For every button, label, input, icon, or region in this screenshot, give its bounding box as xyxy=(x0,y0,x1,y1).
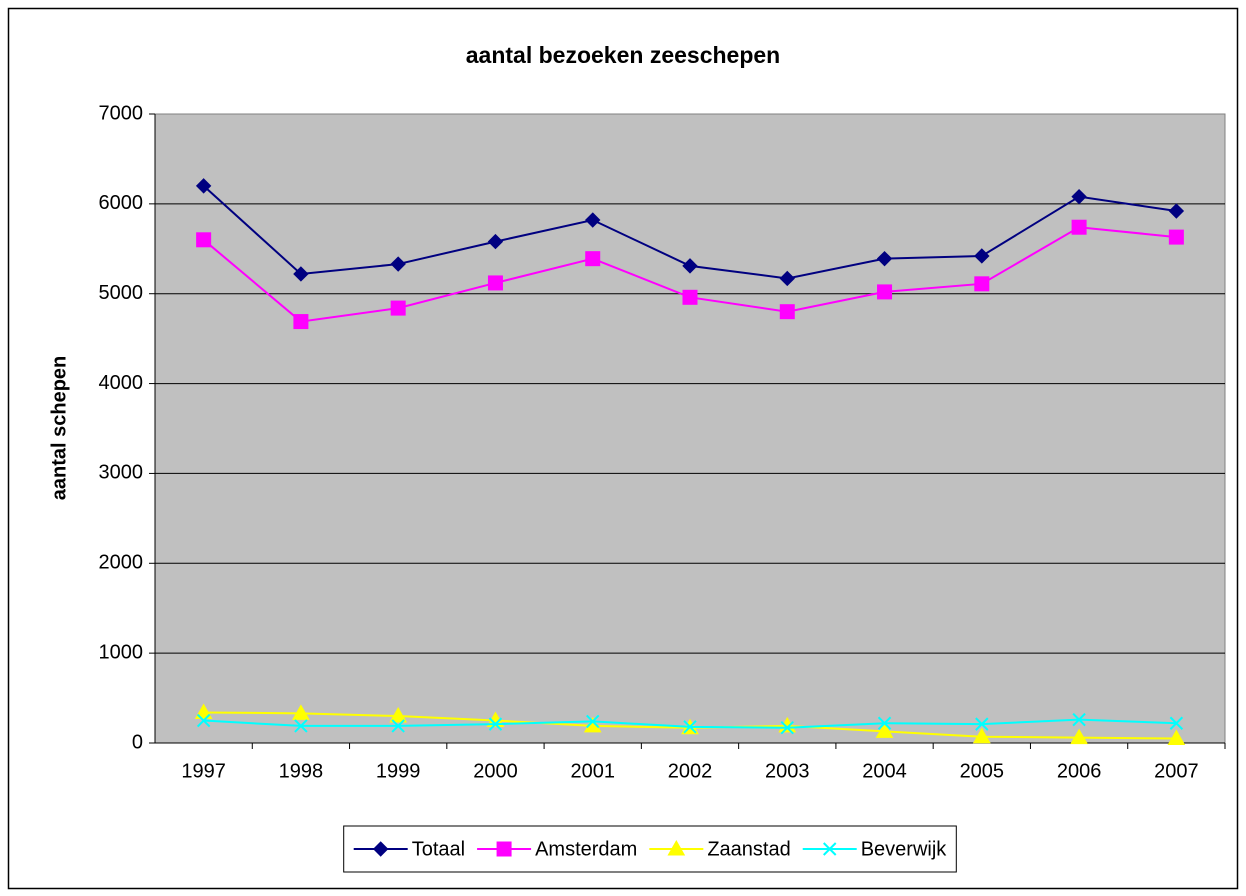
marker xyxy=(496,841,512,857)
marker xyxy=(1168,203,1185,219)
marker xyxy=(294,719,308,733)
x-tick-label: 2001 xyxy=(570,760,615,782)
marker xyxy=(779,270,795,287)
x-tick-label: 2003 xyxy=(765,760,810,782)
marker xyxy=(823,842,837,856)
x-tick-label: 2004 xyxy=(862,760,907,782)
marker xyxy=(487,275,503,291)
y-tick-label: 1000 xyxy=(99,641,144,663)
marker xyxy=(585,251,601,267)
chart-title: aantal bezoeken zeeschepen xyxy=(466,42,780,68)
y-tick-label: 2000 xyxy=(99,552,144,574)
marker xyxy=(1071,188,1087,205)
legend-label: Totaal xyxy=(412,838,465,860)
y-axis-label: aantal schepen xyxy=(48,356,70,501)
marker xyxy=(683,720,697,734)
marker xyxy=(875,722,894,738)
legend-label: Amsterdam xyxy=(535,838,637,860)
marker xyxy=(488,717,503,731)
marker xyxy=(974,276,990,292)
marker xyxy=(1072,712,1086,727)
y-tick-label: 7000 xyxy=(99,102,144,124)
y-tick-label: 6000 xyxy=(99,192,144,214)
marker xyxy=(390,300,406,316)
marker xyxy=(487,233,504,250)
marker xyxy=(585,212,601,228)
marker xyxy=(1169,716,1184,730)
marker xyxy=(682,289,698,305)
marker xyxy=(196,232,212,248)
marker xyxy=(667,839,686,856)
x-tick-label: 2007 xyxy=(1154,760,1199,782)
marker xyxy=(391,719,405,733)
x-tick-label: 2005 xyxy=(960,760,1005,782)
plot-area xyxy=(154,113,1226,744)
marker xyxy=(779,304,795,320)
marker xyxy=(389,707,408,723)
marker xyxy=(974,248,990,264)
y-tick-label: 4000 xyxy=(99,372,144,394)
marker xyxy=(1071,219,1087,235)
x-tick-label: 2006 xyxy=(1057,760,1102,782)
x-tick-label: 2002 xyxy=(668,760,713,782)
marker xyxy=(194,703,213,719)
x-tick-label: 1999 xyxy=(376,760,421,782)
marker xyxy=(586,714,600,729)
x-tick-label: 1997 xyxy=(181,760,226,782)
marker xyxy=(390,256,406,272)
legend-label: Beverwijk xyxy=(861,838,948,860)
marker xyxy=(293,266,309,282)
y-tick-label: 5000 xyxy=(99,282,144,304)
marker xyxy=(1168,229,1184,245)
marker xyxy=(682,258,698,274)
legend-label: Zaanstad xyxy=(707,838,790,860)
marker xyxy=(1167,729,1186,746)
marker xyxy=(1070,728,1088,745)
x-tick-label: 1998 xyxy=(279,760,324,782)
marker xyxy=(972,727,991,744)
x-tick-label: 2000 xyxy=(473,760,518,782)
marker xyxy=(293,314,309,330)
marker xyxy=(292,704,310,720)
y-tick-label: 0 xyxy=(132,731,143,753)
marker xyxy=(780,721,794,735)
marker xyxy=(877,716,892,730)
marker xyxy=(876,250,893,267)
marker xyxy=(975,717,989,731)
marker xyxy=(195,178,212,194)
marker xyxy=(372,841,389,857)
marker xyxy=(196,713,211,728)
marker xyxy=(877,284,893,300)
y-tick-label: 3000 xyxy=(99,462,144,484)
